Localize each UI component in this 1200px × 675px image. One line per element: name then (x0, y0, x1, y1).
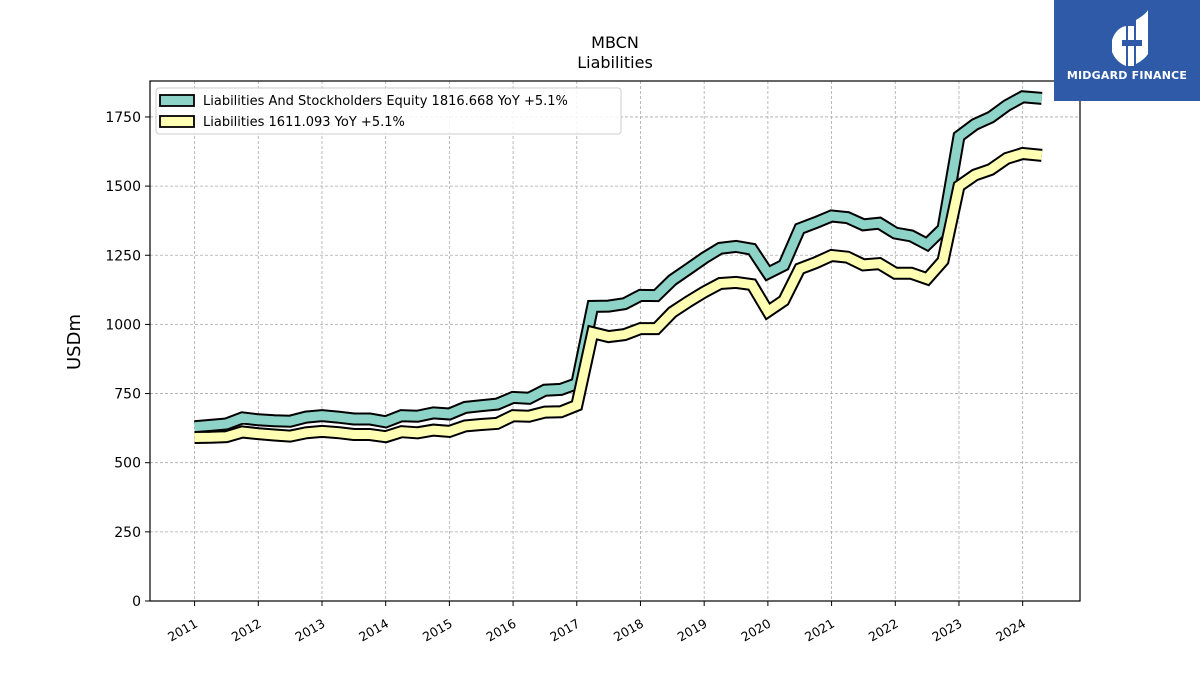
x-tick-label: 2014 (356, 616, 391, 645)
plot-frame (149, 80, 1081, 602)
y-tick-label: 1250 (105, 248, 141, 264)
series-line-liabilities (194, 148, 1043, 442)
series-lines (194, 90, 1043, 444)
x-tick-label: 2024 (993, 616, 1028, 645)
grid-lines (150, 81, 1080, 602)
y-tick-label: 750 (114, 387, 141, 403)
x-tick-label: 2016 (484, 616, 519, 645)
y-tick-label: 1500 (105, 179, 141, 195)
x-tick-label: 2021 (802, 616, 837, 645)
y-tick-label: 1750 (105, 110, 141, 126)
y-tick-label: 250 (114, 525, 141, 541)
brand-logo: MIDGARD FINANCE (1054, 0, 1200, 101)
y-tick-label: 0 (132, 594, 141, 610)
x-tick-label: 2012 (229, 616, 264, 645)
legend-label: Liabilities 1611.093 YoY +5.1% (203, 115, 405, 130)
x-tick-label: 2018 (611, 616, 646, 645)
x-axis-ticks: 2011 2012 2013 2014 2015 2016 2017 2018 2019 2020… (165, 601, 1028, 645)
legend-swatch (159, 94, 195, 107)
legend-swatch (159, 115, 195, 128)
x-tick-label: 2011 (165, 616, 200, 645)
y-tick-label: 500 (114, 456, 141, 472)
x-tick-label: 2023 (929, 616, 964, 645)
logo-text: MIDGARD FINANCE (1066, 69, 1188, 82)
x-tick-label: 2015 (420, 616, 455, 645)
x-tick-label: 2013 (292, 616, 327, 645)
legend-label: Liabilities And Stockholders Equity 1816… (203, 94, 568, 109)
legend-frame (155, 87, 622, 135)
y-axis-ticks: 0 250 500 750 1000 1250 1500 1750 (105, 110, 150, 610)
legend: Liabilities And Stockholders Equity 1816… (155, 87, 622, 135)
x-tick-label: 2019 (675, 616, 710, 645)
x-tick-label: 2020 (738, 616, 773, 645)
x-tick-label: 2022 (866, 616, 901, 645)
chart-title: MBCN (591, 33, 639, 52)
series-line-liabilities-and-stockholders-equity (194, 92, 1043, 432)
y-axis-label: USDm (64, 314, 85, 370)
y-tick-label: 1000 (105, 317, 141, 333)
chart-subtitle: Liabilities (577, 53, 653, 72)
logo-mark-icon (1112, 10, 1148, 66)
x-tick-label: 2017 (547, 616, 582, 645)
